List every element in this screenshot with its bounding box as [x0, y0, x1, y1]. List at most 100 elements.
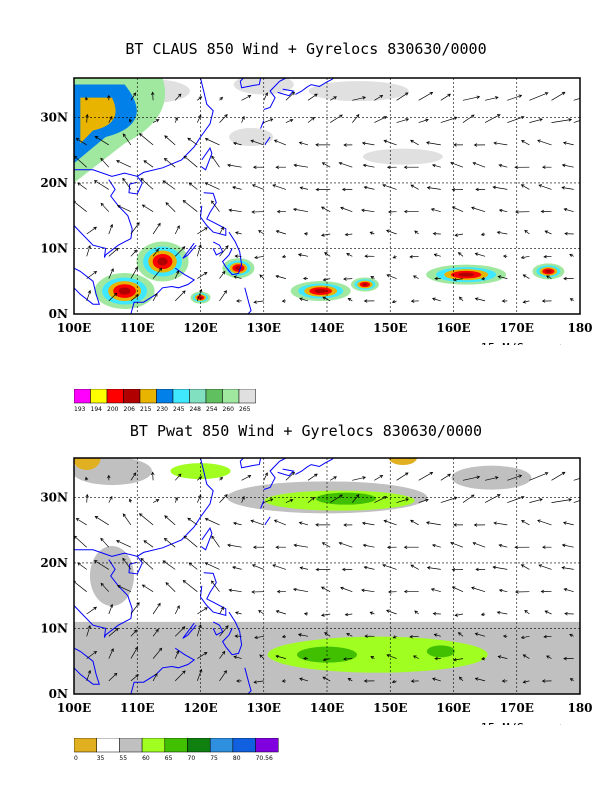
wind-arrow	[374, 78, 376, 79]
wind-arrow	[263, 118, 274, 123]
wind-arrow	[253, 300, 264, 304]
colorbar-swatch	[232, 738, 256, 753]
wind-arrow	[302, 656, 309, 661]
wind-arrow	[386, 229, 397, 235]
wind-arrow	[228, 208, 242, 213]
wind-arrow	[251, 184, 264, 190]
wind-arrow	[140, 557, 154, 570]
wind-arrow	[315, 143, 331, 147]
wind-arrow	[85, 493, 89, 503]
wind-arrow	[338, 541, 353, 548]
coastline	[244, 667, 252, 694]
coastline	[264, 136, 271, 146]
wind-arrow	[219, 245, 229, 257]
wind-arrow	[569, 298, 574, 302]
wind-arrow	[569, 253, 574, 257]
lon-label: 110E	[120, 321, 154, 335]
wind-arrow	[250, 519, 264, 526]
colorbar-swatch	[96, 738, 120, 753]
lat-label: 20N	[40, 176, 68, 190]
wind-arrow	[130, 92, 137, 101]
coastline	[295, 458, 334, 475]
wind-arrow	[340, 586, 353, 593]
pwat-shade	[426, 645, 455, 658]
colorbar-label: 248	[190, 406, 202, 413]
colorbar-label: 260	[223, 406, 235, 413]
wind-arrow	[521, 520, 530, 526]
wind-arrow	[197, 458, 198, 459]
wind-arrow	[122, 133, 132, 146]
wind-arrow	[258, 229, 265, 235]
wind-arrow	[480, 612, 486, 617]
wind-arrow	[563, 208, 574, 213]
wind-arrow	[347, 678, 353, 682]
coastline	[239, 458, 262, 469]
wind-arrow	[196, 624, 202, 637]
wind-arrow	[254, 635, 264, 640]
wind-arrow	[440, 93, 452, 101]
coastline	[128, 555, 143, 575]
wind-arrow	[561, 163, 574, 168]
wind-arrow	[522, 274, 530, 279]
wind-arrow	[458, 676, 464, 682]
lon-label: 140E	[310, 701, 344, 715]
map-frame	[73, 77, 581, 315]
wind-arrow	[391, 299, 397, 304]
wind-arrow	[529, 118, 543, 123]
coastline	[74, 78, 214, 177]
wind-arrow	[228, 588, 242, 593]
wind-arrow	[165, 582, 176, 592]
wind-arrow	[410, 679, 419, 683]
wind-arrow	[108, 648, 114, 659]
wind-arrow	[507, 495, 525, 503]
wind-arrow	[232, 186, 242, 190]
pwat-shade	[315, 492, 376, 505]
colorbar-swatch	[164, 738, 188, 753]
wind-arrow	[299, 186, 309, 190]
wind-arrow	[293, 163, 309, 168]
wind-arrow	[474, 297, 486, 302]
lon-label: 170E	[500, 321, 534, 335]
cloud-shade	[308, 81, 409, 102]
wind-arrow	[386, 609, 397, 615]
wind-arrow	[346, 633, 353, 637]
wind-arrow	[542, 545, 552, 549]
wind-arrow	[275, 654, 286, 659]
claus-colorbar: 193 194 200 206 215 230 245 248 254 260 265	[74, 389, 256, 413]
wind-arrow	[150, 471, 155, 481]
wind-arrow	[501, 679, 508, 683]
lat-label: 20N	[40, 556, 68, 570]
colorbar-swatch	[209, 738, 234, 753]
wind-arrow	[440, 473, 452, 481]
wind-arrow	[263, 92, 268, 101]
coastline	[221, 611, 243, 656]
cloud-shade	[80, 97, 116, 144]
wind-arrow	[163, 537, 176, 548]
wind-arrow	[197, 272, 208, 279]
wind-arrow	[386, 545, 397, 550]
wind-arrow	[410, 519, 419, 526]
wind-arrow	[138, 513, 154, 526]
wind-arrow	[341, 567, 353, 572]
wind-arrow	[164, 515, 176, 526]
wind-arrow	[128, 118, 133, 123]
wind-arrow	[484, 114, 501, 123]
wind-arrow	[219, 650, 226, 659]
lon-label: 130E	[247, 321, 281, 335]
wind-arrow	[276, 209, 286, 214]
wind-arrow	[507, 78, 509, 79]
wind-arrow	[275, 230, 287, 235]
colorbar-swatch	[187, 738, 211, 753]
wind-arrow	[204, 562, 220, 570]
wind-arrow	[219, 476, 224, 481]
wind-arrow	[108, 292, 118, 302]
wind-arrow	[520, 635, 530, 640]
wind-arrow	[544, 230, 552, 235]
wind-arrow	[432, 611, 441, 616]
wind-arrow	[538, 564, 552, 570]
map-content	[74, 458, 580, 694]
wind-arrow	[361, 521, 375, 526]
wind-arrow	[363, 299, 375, 303]
map-frame	[73, 457, 581, 695]
